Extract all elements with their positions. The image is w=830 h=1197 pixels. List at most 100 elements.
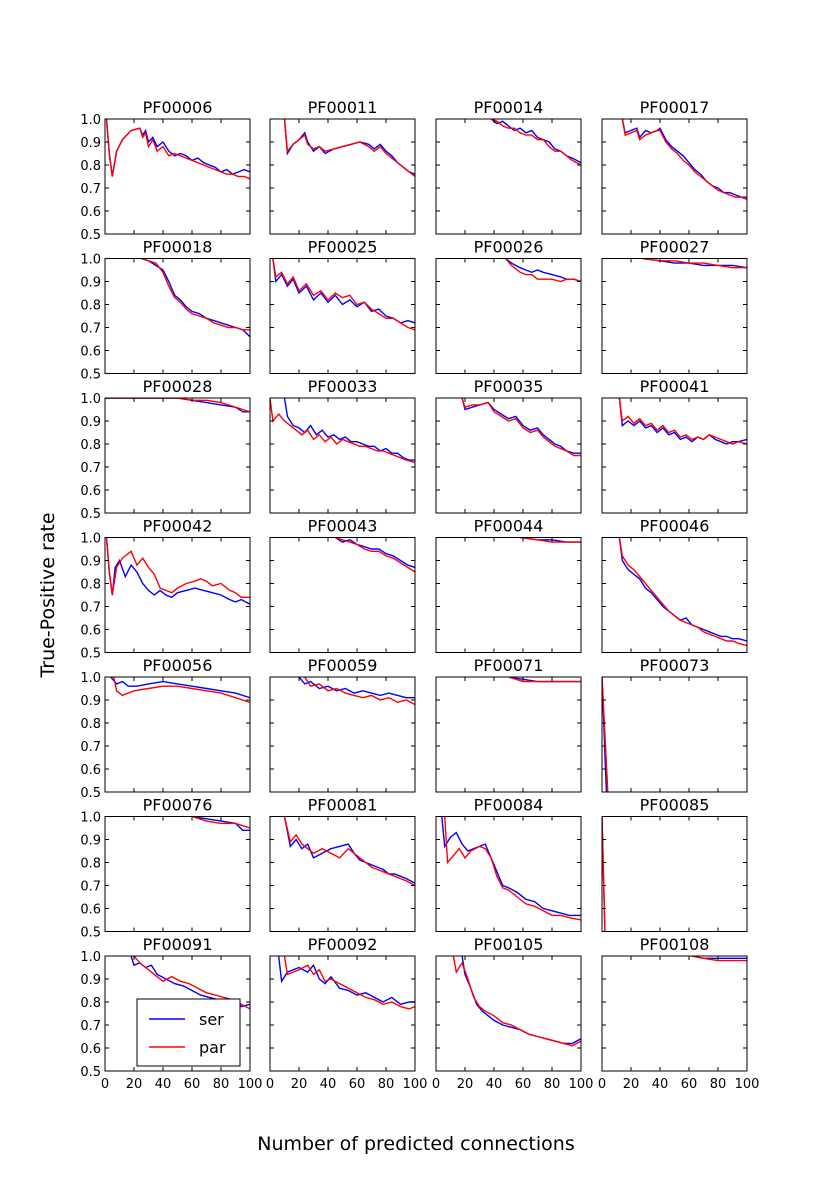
series-line-par <box>642 258 747 269</box>
y-tick-label: 0.6 <box>80 1042 101 1057</box>
panel-title: PF00026 <box>474 238 544 257</box>
panel-title: PF00081 <box>308 796 378 815</box>
panel-frame <box>601 397 748 514</box>
panel-pf00033: PF00033 <box>269 377 416 514</box>
panel-title: PF00027 <box>640 238 710 257</box>
panel-frame <box>435 955 582 1072</box>
panel-title: PF00014 <box>474 98 544 117</box>
series-line-par <box>490 119 581 166</box>
series-line-par <box>113 677 250 703</box>
x-tick-label: 100 <box>569 1077 594 1092</box>
series-line-ser <box>191 816 250 831</box>
y-tick-label: 0.8 <box>80 438 101 453</box>
series-line-par <box>105 398 250 413</box>
panel-pf00025: PF00025 <box>269 238 416 374</box>
panel-title: PF00071 <box>474 656 544 675</box>
panel-title: PF00041 <box>640 377 710 396</box>
panel-pf00011: PF00011 <box>269 98 416 235</box>
panel-pf00108: PF00108 0 20 40 60 80 100 <box>598 935 760 1092</box>
legend-label-ser: ser <box>199 1010 224 1029</box>
panel-frame <box>435 397 582 514</box>
panel-frame <box>104 955 251 1072</box>
x-tick-label: 100 <box>403 1077 428 1092</box>
y-tick-label: 0.7 <box>80 880 101 895</box>
x-tick-label: 20 <box>623 1077 640 1092</box>
y-tick-label: 0.9 <box>80 694 101 709</box>
panel-pf00084: PF00084 <box>435 796 582 932</box>
panels-grid: PF00006 0.5 0.6 0.7 0.8 0.9 1.0 PF00011 PF00014 P… <box>80 98 759 1092</box>
x-tick-label: 40 <box>320 1077 337 1092</box>
panel-title: PF00006 <box>143 98 213 117</box>
panel-title: PF00059 <box>308 656 378 675</box>
panel-title: PF00018 <box>143 238 213 257</box>
y-tick-label: 0.6 <box>80 624 101 639</box>
x-tick-label: 60 <box>681 1077 698 1092</box>
panel-pf00085: PF00085 <box>601 796 748 932</box>
panel-frame <box>269 816 416 932</box>
series-line-par <box>618 537 747 647</box>
panel-title: PF00085 <box>640 796 710 815</box>
x-tick-label: 20 <box>126 1077 143 1092</box>
panel-title: PF00025 <box>308 238 378 257</box>
series-line-ser <box>334 537 415 569</box>
x-tick-label: 100 <box>735 1077 760 1092</box>
series-line-ser <box>618 537 747 642</box>
series-line-par <box>452 956 581 1047</box>
series-line-par <box>444 816 581 921</box>
panel-pf00056: PF00056 0.5 0.6 0.7 0.8 0.9 1.0 <box>80 656 251 801</box>
panel-pf00018: PF00018 0.5 0.6 0.7 0.8 0.9 1.0 <box>80 238 251 383</box>
panel-pf00014: PF00014 <box>435 98 582 235</box>
y-tick-label: 0.7 <box>80 322 101 337</box>
panel-frame <box>104 397 251 514</box>
panel-pf00041: PF00041 <box>601 377 748 514</box>
series-line-ser <box>105 119 250 177</box>
y-tick-label: 0.6 <box>80 763 101 778</box>
series-line-par <box>618 398 747 445</box>
x-tick-label: 60 <box>515 1077 532 1092</box>
x-tick-label: 80 <box>213 1077 230 1092</box>
panel-pf00042: PF00042 0.5 0.6 0.7 0.8 0.9 1.0 <box>80 517 251 662</box>
series-line-par <box>602 677 609 792</box>
panel-title: PF00042 <box>143 517 213 536</box>
y-tick-label: 0.5 <box>80 368 101 383</box>
x-tick-label: 0 <box>101 1077 109 1092</box>
panel-title: PF00046 <box>640 517 710 536</box>
panel-frame <box>435 537 582 653</box>
x-tick-label: 80 <box>544 1077 561 1092</box>
panel-title: PF00105 <box>474 935 544 954</box>
panel-pf00073: PF00073 <box>601 656 748 793</box>
x-tick-label: 0 <box>432 1077 440 1092</box>
x-tick-label: 60 <box>349 1077 366 1092</box>
series-line-par <box>141 258 250 331</box>
panel-frame <box>269 955 416 1072</box>
y-tick-label: 0.7 <box>80 1019 101 1034</box>
y-tick-label: 0.7 <box>80 740 101 755</box>
legend-label-par: par <box>199 1038 226 1057</box>
panel-pf00105: PF00105 0 20 40 60 80 100 <box>432 935 594 1092</box>
panel-pf00076: PF00076 0.5 0.6 0.7 0.8 0.9 1.0 <box>80 796 251 941</box>
x-tick-label: 40 <box>652 1077 669 1092</box>
series-line-par <box>335 537 415 573</box>
y-tick-label: 0.5 <box>80 507 101 522</box>
x-tick-label: 40 <box>155 1077 172 1092</box>
x-axis-label: Number of predicted connections <box>257 1133 574 1155</box>
panel-frame <box>435 676 582 793</box>
panel-frame <box>104 118 251 235</box>
panel-title: PF00056 <box>143 656 213 675</box>
series-line-par <box>105 119 250 180</box>
y-tick-label: 1.0 <box>80 950 101 965</box>
series-line-ser <box>141 258 250 338</box>
y-tick-label: 0.9 <box>80 555 101 570</box>
y-tick-label: 0.6 <box>80 205 101 220</box>
series-line-par <box>270 398 415 464</box>
series-line-par <box>283 119 415 178</box>
series-line-ser <box>110 677 250 699</box>
panel-pf00092: PF00092 0 20 40 60 80 100 <box>266 935 428 1092</box>
y-tick-label: 0.8 <box>80 159 101 174</box>
panel-frame <box>435 816 582 932</box>
series-line-ser <box>298 677 415 699</box>
y-tick-label: 0.5 <box>80 647 101 662</box>
series-line-ser <box>618 398 747 445</box>
panel-frame <box>104 258 251 374</box>
panel-frame <box>435 258 582 374</box>
